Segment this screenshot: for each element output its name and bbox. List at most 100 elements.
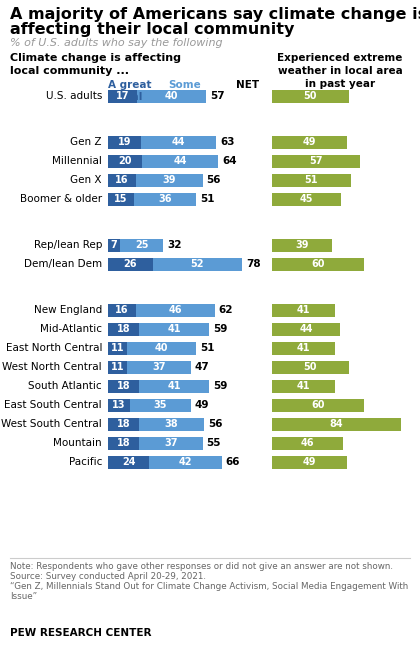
Bar (108, 239, 120, 251)
Bar (272, 380, 335, 392)
Text: PEW RESEARCH CENTER: PEW RESEARCH CENTER (10, 628, 152, 638)
Text: 78: 78 (246, 259, 261, 269)
Bar (272, 417, 402, 430)
Text: 56: 56 (207, 175, 221, 185)
Text: 18: 18 (117, 438, 130, 448)
Bar (108, 398, 130, 411)
Text: 64: 64 (222, 156, 237, 166)
Bar (272, 342, 335, 354)
Text: 57: 57 (210, 91, 225, 101)
Text: Some: Some (168, 80, 201, 90)
Text: 24: 24 (122, 457, 135, 467)
Text: 42: 42 (178, 457, 192, 467)
Text: 20: 20 (118, 156, 132, 166)
Text: 13: 13 (113, 400, 126, 410)
Bar (134, 192, 196, 205)
Text: 36: 36 (158, 194, 171, 204)
Bar (130, 398, 191, 411)
Text: “Gen Z, Millennials Stand Out for Climate Change Activism, Social Media Engageme: “Gen Z, Millennials Stand Out for Climat… (10, 582, 408, 591)
Text: Issue”: Issue” (10, 592, 37, 601)
Bar (139, 380, 210, 392)
Bar (139, 323, 210, 335)
Text: New England: New England (34, 305, 102, 315)
Bar (272, 398, 365, 411)
Text: NET: NET (236, 80, 260, 90)
Bar (272, 323, 340, 335)
Text: 11: 11 (111, 343, 124, 353)
Bar (120, 239, 163, 251)
Bar (139, 436, 202, 449)
Text: 56: 56 (208, 419, 223, 429)
Text: U.S. adults: U.S. adults (46, 91, 102, 101)
Text: East North Central: East North Central (5, 343, 102, 353)
Text: Mid-Atlantic: Mid-Atlantic (40, 324, 102, 334)
Bar (108, 342, 127, 354)
Text: 59: 59 (213, 381, 228, 391)
Text: 39: 39 (295, 240, 309, 250)
Text: 41: 41 (297, 343, 310, 353)
Text: 19: 19 (118, 137, 131, 147)
Bar (149, 455, 221, 468)
Text: West South Central: West South Central (1, 419, 102, 429)
Text: A majority of Americans say climate change is: A majority of Americans say climate chan… (10, 7, 420, 22)
Text: 51: 51 (200, 194, 214, 204)
Text: 57: 57 (309, 156, 323, 166)
Text: 50: 50 (304, 91, 317, 101)
Text: Dem/lean Dem: Dem/lean Dem (24, 259, 102, 269)
Bar (108, 455, 149, 468)
Text: 46: 46 (168, 305, 182, 315)
Text: 11: 11 (111, 362, 124, 372)
Text: 62: 62 (219, 305, 233, 315)
Text: 55: 55 (207, 438, 221, 448)
Text: 46: 46 (301, 438, 314, 448)
Text: 26: 26 (123, 259, 137, 269)
Text: 18: 18 (117, 419, 130, 429)
Text: West North Central: West North Central (3, 362, 102, 372)
Bar (153, 258, 242, 270)
Text: Note: Respondents who gave other responses or did not give an answer are not sho: Note: Respondents who gave other respons… (10, 562, 393, 571)
Text: 52: 52 (191, 259, 204, 269)
Text: % of U.S. adults who say the following: % of U.S. adults who say the following (10, 38, 223, 48)
Text: Gen Z: Gen Z (71, 137, 102, 147)
Text: 37: 37 (164, 438, 178, 448)
Text: 59: 59 (213, 324, 228, 334)
Bar (108, 361, 127, 373)
Bar (127, 342, 196, 354)
Text: 60: 60 (312, 259, 325, 269)
Text: 49: 49 (303, 137, 317, 147)
Bar (272, 89, 349, 102)
Text: 39: 39 (162, 175, 176, 185)
Bar (142, 155, 218, 167)
Text: 60: 60 (312, 400, 325, 410)
Text: Climate change is affecting
local community ...: Climate change is affecting local commun… (10, 53, 181, 76)
Text: Gen X: Gen X (71, 175, 102, 185)
Text: 18: 18 (117, 381, 130, 391)
Bar (108, 192, 134, 205)
Text: A great
deal: A great deal (108, 80, 152, 102)
Bar (139, 417, 204, 430)
Text: 84: 84 (330, 419, 344, 429)
Text: 37: 37 (152, 362, 165, 372)
Bar (108, 136, 141, 148)
Text: 7: 7 (110, 240, 118, 250)
Text: 51: 51 (304, 175, 318, 185)
Bar (272, 436, 343, 449)
Text: 49: 49 (194, 400, 209, 410)
Text: South Atlantic: South Atlantic (29, 381, 102, 391)
Bar (108, 323, 139, 335)
Text: 40: 40 (165, 91, 178, 101)
Text: Millennial: Millennial (52, 156, 102, 166)
Text: 41: 41 (168, 381, 181, 391)
Text: 16: 16 (115, 175, 129, 185)
Text: Pacific: Pacific (68, 457, 102, 467)
Text: 18: 18 (117, 324, 130, 334)
Text: 50: 50 (304, 362, 317, 372)
Text: 16: 16 (115, 305, 129, 315)
Text: 15: 15 (114, 194, 128, 204)
Bar (108, 436, 139, 449)
Text: Boomer & older: Boomer & older (20, 194, 102, 204)
Bar (108, 304, 136, 316)
Text: 44: 44 (173, 156, 187, 166)
Bar (108, 155, 142, 167)
Text: 63: 63 (220, 137, 235, 147)
